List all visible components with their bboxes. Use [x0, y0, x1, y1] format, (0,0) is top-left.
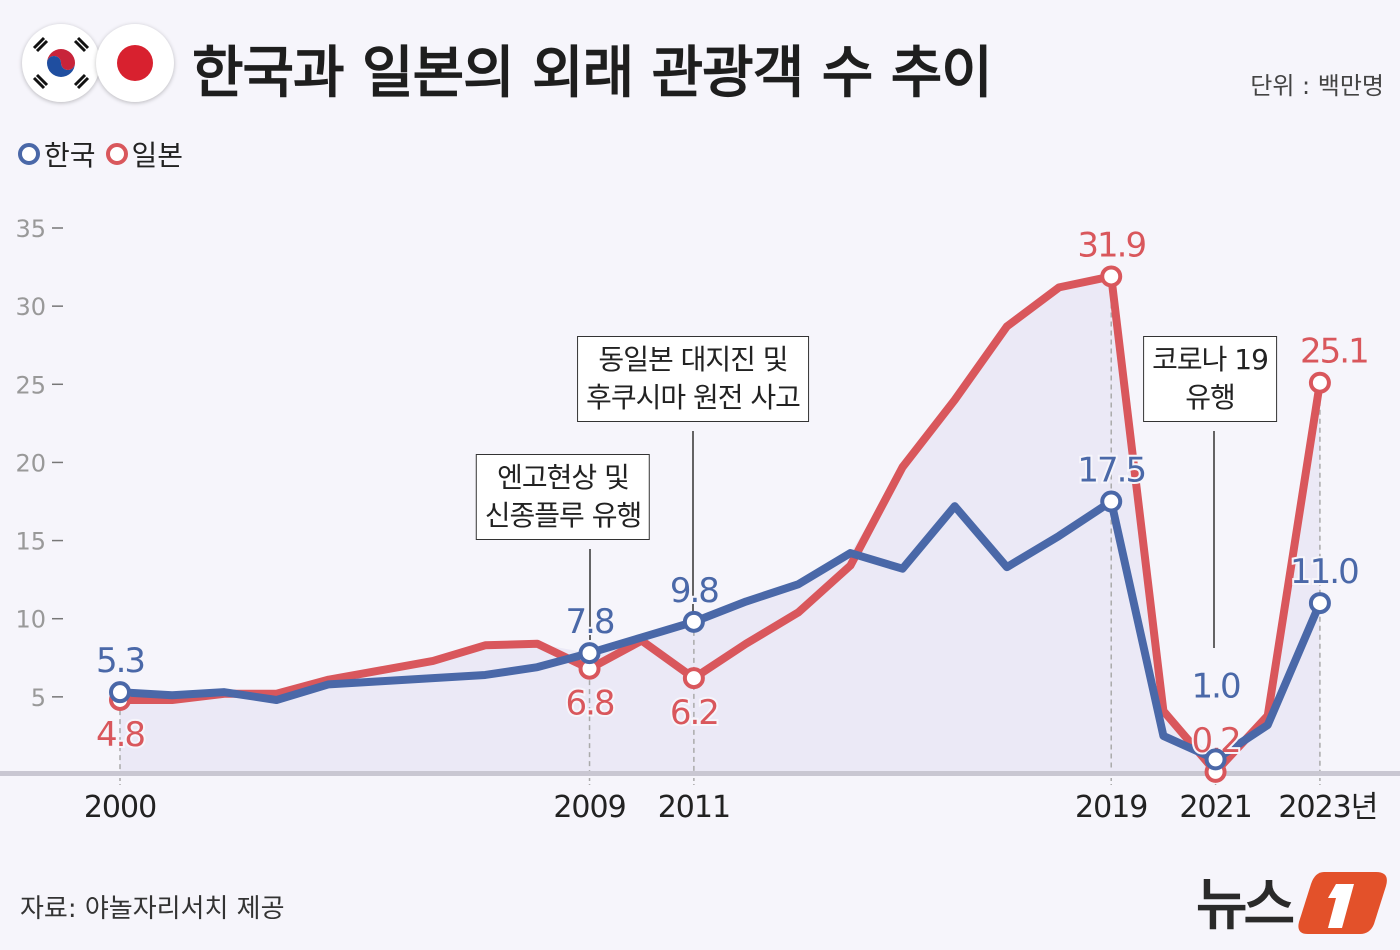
japan-flag: [96, 24, 174, 102]
data-label: 4.8: [96, 715, 144, 755]
data-point: [1204, 748, 1227, 771]
x-tick-label: 2019: [1075, 790, 1147, 825]
data-point: [109, 681, 131, 704]
x-tick-label: 2023년: [1278, 790, 1377, 825]
annotation-text: 후쿠시마 원전 사고: [586, 381, 801, 414]
data-label: 25.1: [1300, 332, 1368, 372]
unit-label: 단위 : 백만명: [1250, 72, 1384, 100]
area-fill: [120, 276, 1320, 775]
x-tick-label: 2000: [84, 790, 156, 825]
annotation-2021: 코로나 19 유행: [1143, 336, 1277, 422]
annotation-text: 유행: [1185, 381, 1236, 414]
x-tick-label: 2009: [553, 790, 625, 825]
source-note: 자료: 야놀자리서치 제공: [20, 894, 285, 924]
annotation-text: 신종플루 유행: [484, 499, 642, 532]
data-label: 9.8: [670, 571, 718, 611]
y-tick-label: 25: [15, 371, 46, 399]
legend-label: 한국: [44, 139, 96, 172]
annotation-text: 동일본 대지진 및: [598, 343, 788, 376]
legend: 한국 일본: [18, 134, 183, 174]
data-point: [578, 642, 601, 665]
data-label: 31.9: [1077, 225, 1145, 265]
legend-item-korea: 한국: [18, 134, 96, 174]
y-tick-label: 20: [15, 449, 46, 477]
data-point: [682, 667, 705, 690]
legend-marker-icon: [105, 143, 128, 165]
data-point: [1308, 371, 1331, 394]
x-tick-label: 2011: [658, 790, 730, 825]
korea-flag: [22, 24, 100, 102]
legend-marker-icon: [18, 143, 40, 165]
y-tick-label: 5: [31, 684, 46, 712]
y-tick-label: 30: [15, 293, 46, 321]
series-line-korea: [119, 497, 1324, 764]
data-label: 6.2: [670, 693, 718, 733]
data-point: [682, 610, 705, 633]
data-point: [1100, 265, 1123, 288]
data-label: 1.0: [1192, 666, 1240, 706]
news1-logo: 뉴스: [1196, 866, 1388, 940]
data-point: [1308, 592, 1331, 615]
x-axis-baseline: [0, 771, 1400, 776]
legend-label: 일본: [131, 139, 184, 172]
annotation-text: 코로나 19: [1152, 343, 1269, 376]
legend-item-japan: 일본: [105, 134, 184, 174]
data-point: [1100, 490, 1123, 513]
data-label: 5.3: [96, 641, 144, 681]
y-tick-label: 10: [15, 606, 46, 634]
x-tick-label: 2021: [1179, 790, 1251, 825]
data-label: 6.8: [565, 684, 613, 724]
data-label: 11.0: [1290, 552, 1358, 592]
page-title: 한국과 일본의 외래 관광객 수 추이: [192, 41, 993, 106]
data-label: 7.8: [565, 602, 613, 642]
data-label: 17.5: [1077, 451, 1145, 491]
y-tick-label: 35: [15, 215, 46, 243]
series-line-japan: [120, 272, 1324, 776]
y-tick-label: 15: [15, 528, 46, 556]
annotation-text: 엔고현상 및: [497, 461, 630, 494]
svg-text:뉴스: 뉴스: [1196, 873, 1294, 936]
